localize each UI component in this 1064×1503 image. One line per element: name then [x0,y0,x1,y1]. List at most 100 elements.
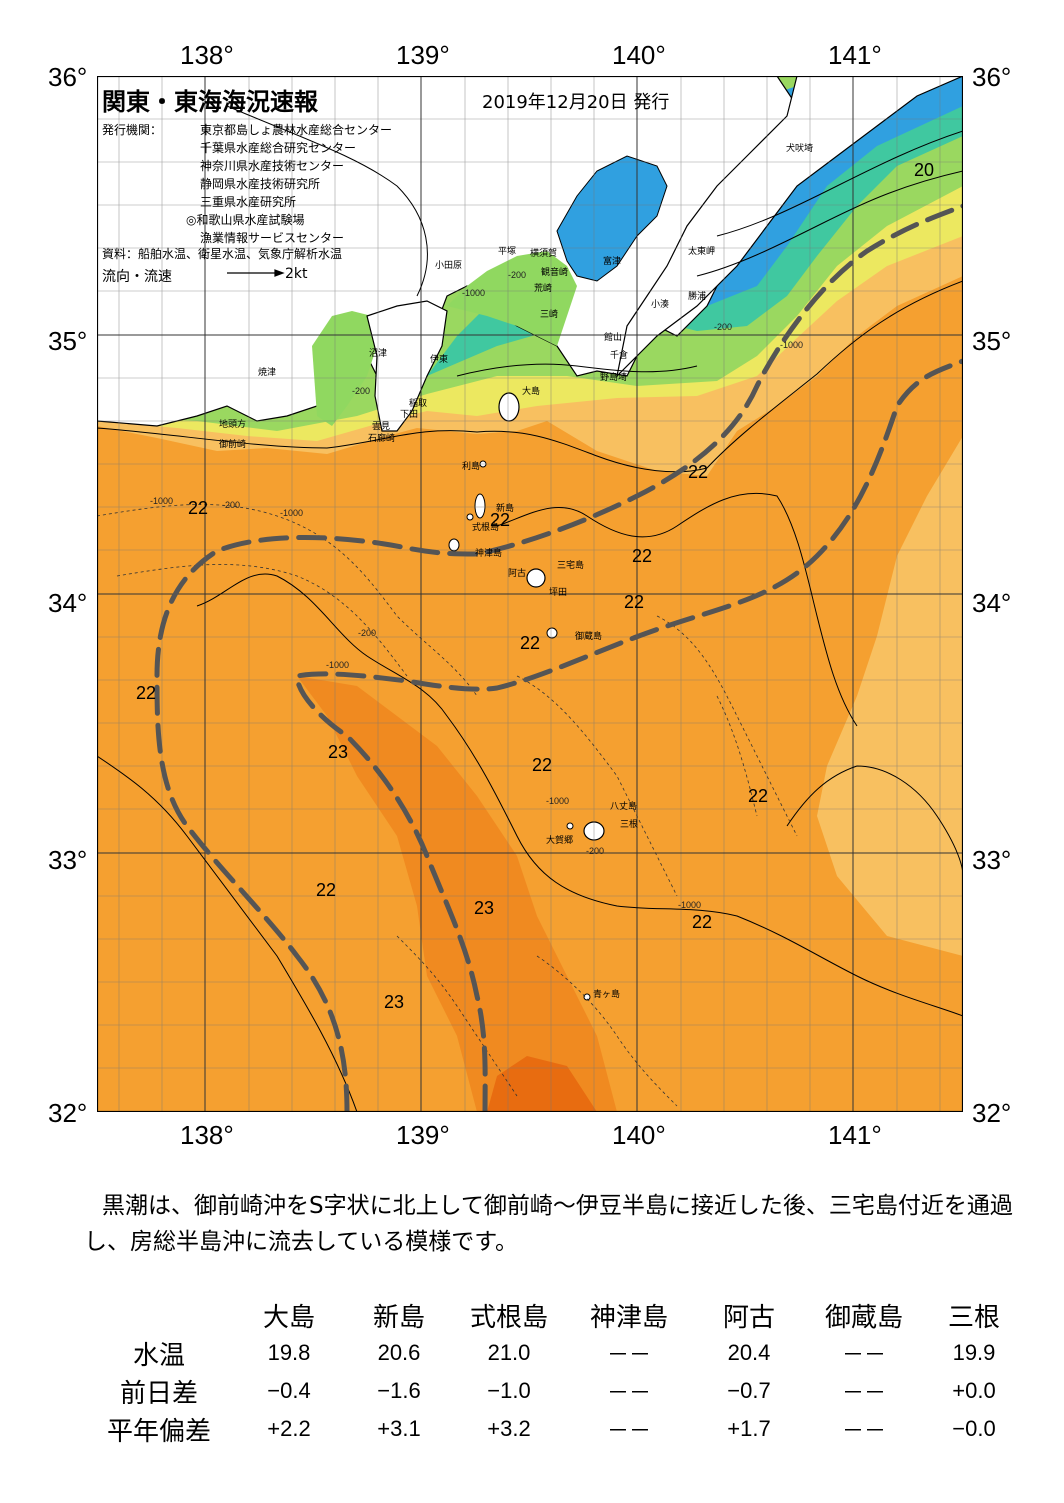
island-shikinejima [466,513,474,521]
suruga-bay [312,311,377,426]
table-cell: 19.9 [952,1340,996,1365]
place-chikura: 千倉 [610,351,629,361]
depth-label: -200 [508,270,527,280]
depth-label: -1000 [280,508,304,518]
table-header-row: 大島 新島 式根島 神津島 阿古 御蔵島 三根 [84,1296,1024,1334]
island-oshima [498,392,520,422]
table-cell: －－ [606,1380,651,1405]
depth-label: -1000 [462,288,486,298]
depth-label: -200 [222,500,241,510]
lat-label-left-36: 36° [48,62,88,92]
table-cell: −0.7 [727,1378,771,1403]
issuer-item: 東京都島しょ農林水産総合センター [200,123,393,137]
place-niijima: 新島 [496,504,515,514]
island-hachijo-kojima [566,822,574,830]
lat-label-right-32: 32° [972,1098,1012,1128]
row-header: 水温 [132,1340,185,1371]
description-text: 黒潮は、御前崎沖をS字状に北上して御前崎～伊豆半島に接近した後、三宅島付近を通過… [84,1193,1013,1255]
depth-label: -1000 [326,660,350,670]
table-row: 前日差 −0.4 −1.6 −1.0 －－ −0.7 －－ +0.0 [84,1372,1024,1410]
issuer-item: ◎和歌山県水産試験場 [186,213,305,227]
temp-label: 23 [384,992,405,1012]
table-cell: −0.0 [952,1416,996,1441]
table-cell: 19.8 [267,1340,311,1365]
place-kozushima: 神津島 [475,549,503,559]
island-mikurajima [546,627,558,639]
temp-label: 23 [328,742,349,762]
place-kannonzaki: 観音崎 [541,268,569,278]
table-cell: －－ [841,1342,886,1367]
table-row: 平年偏差 +2.2 +3.1 +3.2 －－ +1.7 －－ −0.0 [84,1410,1024,1448]
lat-label-left-33: 33° [48,845,88,875]
column-header: 神津島 [589,1302,668,1333]
place-okago: 大賀郷 [546,836,574,846]
column-header: 阿古 [722,1302,775,1333]
flow-legend-label: 流向・流速 [102,269,172,285]
temp-label: 22 [316,880,337,900]
issuer-item: 千葉県水産総合研究センター [200,141,357,155]
place-ito: 伊東 [430,355,449,365]
sea-temperature-map [97,76,963,1112]
place-yaizu: 焼津 [258,368,277,378]
map-title: 関東・東海海況速報 [102,88,318,116]
place-irozaki: 石廊崎 [368,434,396,444]
temp-label: 22 [688,462,709,482]
lat-label-left-35: 35° [48,326,88,356]
lon-label-top-138: 138° [180,40,234,70]
place-jitogata: 地頭方 [219,420,247,430]
table-cell: +3.2 [487,1416,531,1441]
column-header: 御蔵島 [824,1302,903,1333]
isotherms [97,105,963,1112]
lon-label-bottom-138: 138° [180,1120,234,1150]
table-cell: 20.4 [727,1340,771,1365]
place-katsuura: 勝浦 [688,292,707,302]
place-miyakejima: 三宅島 [557,561,585,571]
temp-label: 22 [632,546,653,566]
issuer-item: 神奈川県水産技術センター [200,159,345,173]
place-omaezaki: 御前崎 [219,440,247,450]
kuroshio-axis [154,203,963,1112]
issuer-item: 漁業情報サービスセンター [200,231,345,245]
place-kominato: 小湊 [651,300,670,310]
depth-label: -200 [586,846,605,856]
map-frame [97,76,963,1112]
place-shimoda: 下田 [400,410,419,420]
temp-label: 22 [692,912,713,932]
data-source: 資料：船舶水温、衛星水温、気象庁解析水温 [102,247,343,261]
place-taitomisaki: 太東岬 [688,247,716,257]
observation-table: 大島 新島 式根島 神津島 阿古 御蔵島 三根 水温 19.8 20.6 21.… [84,1296,1024,1448]
depth-label: -1000 [150,496,174,506]
table-cell: 21.0 [487,1340,531,1365]
issuer-item: 三重県水産研究所 [200,195,297,209]
place-odawara: 小田原 [435,261,463,271]
flow-legend-scale: 2kt [285,266,308,282]
place-tsubota: 坪田 [549,588,568,598]
depth-label: -1000 [780,340,804,350]
place-mitsune: 三根 [620,820,639,830]
place-ako: 阿古 [508,569,527,579]
lon-label-bottom-140: 140° [612,1120,666,1150]
place-misaki: 三崎 [540,310,559,320]
place-arasaki: 荒崎 [534,284,553,294]
issue-date: 2019年12月20日 発行 [482,92,670,113]
place-nojimazaki: 野島埼 [600,373,628,383]
column-header: 三根 [947,1302,1000,1333]
temp-label: 22 [520,633,541,653]
sagami-bay [447,251,577,346]
issuer-list: 東京都島しょ農林水産総合センター 千葉県水産総合研究センター 神奈川県水産技術セ… [186,121,393,247]
table-cell: −0.4 [267,1378,311,1403]
lat-label-right-35: 35° [972,326,1012,356]
table-cell: －－ [841,1380,886,1405]
place-kumomi: 雲見 [372,422,391,432]
lon-label-top-139: 139° [396,40,450,70]
temp-label: 22 [490,510,511,530]
issuer-item: 静岡県水産技術研究所 [200,177,321,191]
flow-scale-arrow [227,269,285,277]
place-hachijojima: 八丈島 [610,802,638,812]
table-cell: −1.6 [377,1378,421,1403]
lon-label-bottom-139: 139° [396,1120,450,1150]
table-cell: +3.1 [377,1416,421,1441]
warm-core-24 [487,1056,597,1112]
island-aogashima [583,993,591,1001]
depth-label: -1000 [546,796,570,806]
